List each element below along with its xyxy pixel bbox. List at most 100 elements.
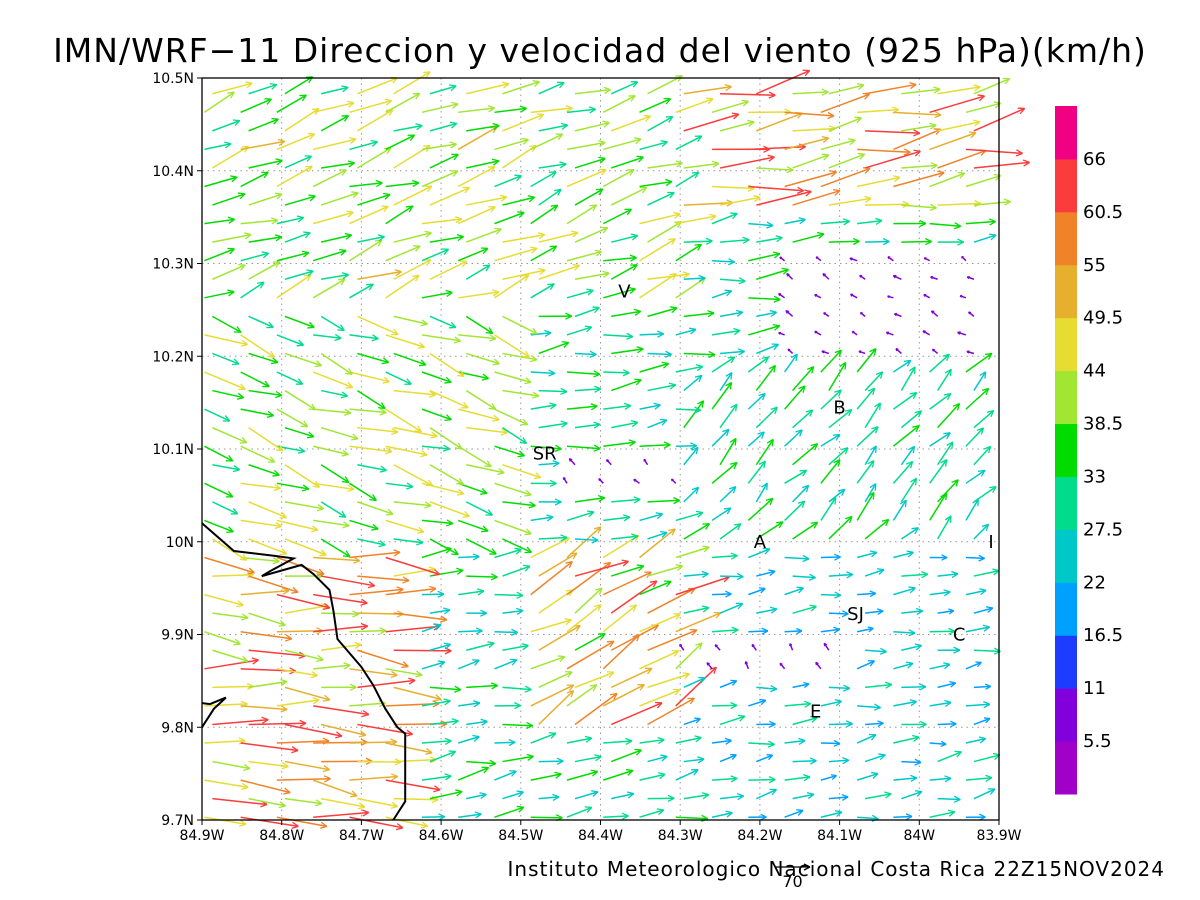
- wind-vector: [639, 139, 668, 151]
- wind-vector: [538, 312, 573, 320]
- wind-vector: [675, 364, 704, 373]
- wind-vector: [429, 186, 470, 206]
- wind-vector: [248, 575, 299, 594]
- wind-vector: [937, 646, 961, 654]
- wind-vector: [212, 612, 249, 621]
- wind-vector: [893, 586, 916, 596]
- wind-vector: [748, 185, 804, 194]
- colorbar-label: 38.5: [1083, 414, 1123, 435]
- wind-vector: [204, 141, 232, 151]
- wind-vector: [349, 371, 390, 384]
- wind-vector: [683, 83, 732, 95]
- wind-vector: [385, 274, 420, 299]
- wind-vector: [313, 623, 369, 633]
- x-tick-label: 84.3W: [658, 828, 703, 844]
- wind-vector: [574, 692, 618, 726]
- wind-vector: [284, 155, 313, 169]
- location-label: A: [754, 532, 767, 553]
- wind-vector: [357, 192, 391, 206]
- wind-vector: [929, 775, 952, 783]
- wind-vector: [973, 523, 990, 540]
- wind-vector: [421, 101, 459, 114]
- wind-vector: [321, 575, 376, 589]
- wind-vector: [240, 371, 270, 388]
- wind-vector: [385, 245, 421, 262]
- wind-vector: [748, 776, 776, 784]
- wind-vector: [502, 80, 541, 95]
- wind-vector: [574, 671, 615, 689]
- wind-vector: [212, 232, 252, 243]
- location-label: SR: [533, 444, 557, 465]
- wind-vector: [683, 792, 710, 800]
- wind-vector: [458, 371, 489, 381]
- wind-vector: [820, 433, 841, 447]
- colorbar-swatch: [1055, 106, 1077, 160]
- wind-vector: [530, 655, 566, 670]
- wind-vector: [856, 348, 877, 373]
- wind-vector: [466, 81, 510, 95]
- wind-vector: [675, 171, 700, 188]
- wind-vector: [901, 720, 927, 729]
- wind-vector: [747, 460, 766, 484]
- wind-vector: [929, 222, 962, 230]
- wind-vector: [647, 628, 698, 651]
- wind-vector: [320, 191, 359, 206]
- wind-vector: [240, 408, 275, 419]
- wind-vector: [421, 408, 452, 422]
- wind-vector: [276, 408, 309, 428]
- wind-vector: [973, 409, 995, 429]
- wind-vector: [385, 134, 416, 151]
- wind-vector: [212, 501, 239, 515]
- colorbar-swatch: [1055, 158, 1077, 213]
- wind-vector: [675, 406, 702, 414]
- wind-vector: [284, 389, 317, 411]
- wind-vector: [856, 733, 877, 744]
- wind-vector: [900, 527, 919, 540]
- wind-vector: [675, 243, 703, 262]
- wind-vector: [683, 486, 700, 503]
- wind-vector: [929, 627, 955, 636]
- wind-vector: [320, 115, 350, 132]
- wind-vector: [603, 254, 637, 262]
- wind-vector: [755, 406, 778, 429]
- wind-vector: [820, 698, 843, 707]
- wind-vector: [929, 459, 948, 484]
- wind-vector: [719, 194, 761, 206]
- wind-vector: [204, 216, 235, 225]
- wind-vector: [421, 248, 450, 262]
- wind-vector: [276, 816, 328, 829]
- wind-vector: [429, 427, 463, 450]
- wind-vector: [901, 643, 923, 651]
- wind-vector: [864, 791, 892, 800]
- wind-vector: [574, 536, 599, 544]
- wind-vector: [284, 538, 327, 557]
- wind-vector: [566, 403, 598, 411]
- wind-vector: [959, 294, 967, 299]
- wind-vector: [313, 662, 351, 670]
- wind-vector: [349, 179, 383, 188]
- wind-vector: [647, 564, 684, 577]
- wind-vector: [284, 194, 316, 206]
- wind-vector: [211, 315, 242, 333]
- wind-vector: [566, 139, 606, 151]
- wind-vector: [349, 482, 377, 502]
- wind-vector: [647, 115, 674, 132]
- wind-vector: [683, 570, 709, 578]
- wind-vector: [603, 402, 632, 410]
- wind-vector: [748, 323, 781, 336]
- wind-vector: [320, 464, 350, 484]
- wind-vector: [204, 334, 248, 347]
- wind-vector: [320, 389, 349, 399]
- wind-vector: [864, 149, 921, 169]
- wind-vector: [611, 308, 642, 318]
- wind-vector: [357, 501, 394, 516]
- credit-text: Instituto Meteorologico Nacional Costa R…: [508, 857, 1165, 881]
- wind-vector: [457, 166, 496, 188]
- wind-vector: [357, 649, 409, 669]
- wind-vector: [357, 269, 402, 281]
- wind-vector: [683, 522, 711, 540]
- wind-vector: [968, 311, 975, 317]
- wind-vector: [792, 604, 817, 614]
- wind-vector: [683, 374, 703, 392]
- wind-vector: [864, 402, 882, 429]
